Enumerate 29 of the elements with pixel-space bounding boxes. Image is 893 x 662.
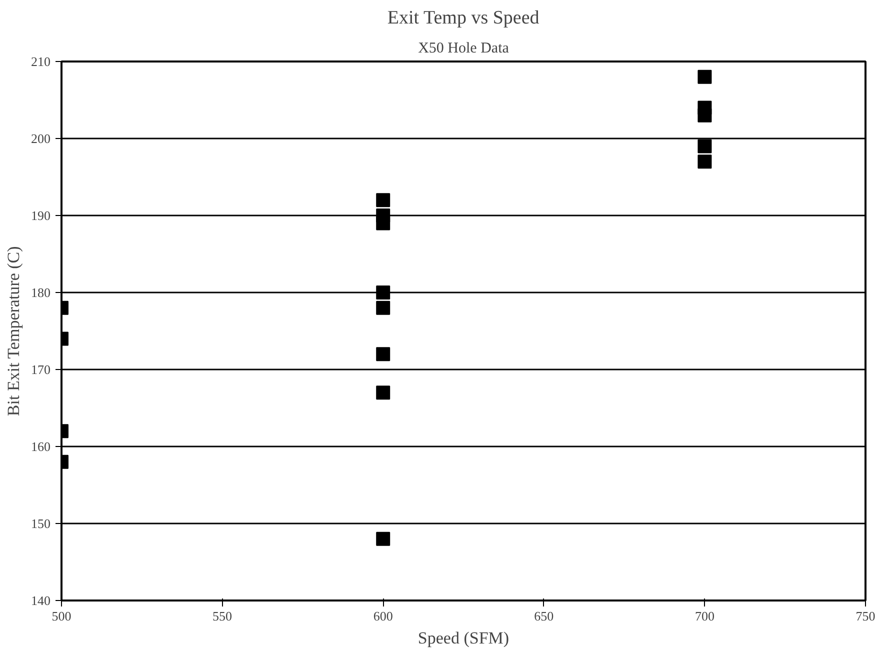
point — [376, 300, 390, 315]
x-tick-label: 550 — [212, 608, 232, 624]
point — [376, 386, 390, 400]
point — [376, 347, 390, 362]
y-tick-label: 190 — [31, 208, 50, 223]
point — [698, 108, 712, 122]
x-tick-label: 600 — [373, 608, 393, 624]
point — [376, 286, 390, 300]
y-tick-label: 140 — [31, 593, 50, 608]
point — [376, 193, 390, 208]
y-tick-label: 180 — [31, 285, 50, 300]
chart-title: Exit Temp vs Speed — [387, 8, 540, 28]
y-tick-label: 160 — [31, 439, 50, 454]
point — [698, 70, 712, 84]
point — [698, 154, 712, 169]
point — [376, 216, 390, 230]
chart-subtitle: X50 Hole Data — [418, 40, 510, 56]
y-tick-label: 170 — [31, 362, 50, 377]
x-axis-title: Speed (SFM) — [418, 628, 510, 648]
point — [698, 139, 712, 154]
x-tick-label: 500 — [52, 608, 72, 624]
y-tick-label: 210 — [31, 54, 50, 69]
x-tick-label: 750 — [856, 608, 876, 624]
x-tick-label: 700 — [694, 608, 714, 624]
x-tick-label: 650 — [534, 608, 554, 624]
y-tick-label: 150 — [31, 516, 50, 531]
point — [376, 532, 390, 546]
y-tick-label: 200 — [31, 131, 50, 146]
y-axis-title: Bit Exit Temperature (C) — [4, 246, 23, 416]
